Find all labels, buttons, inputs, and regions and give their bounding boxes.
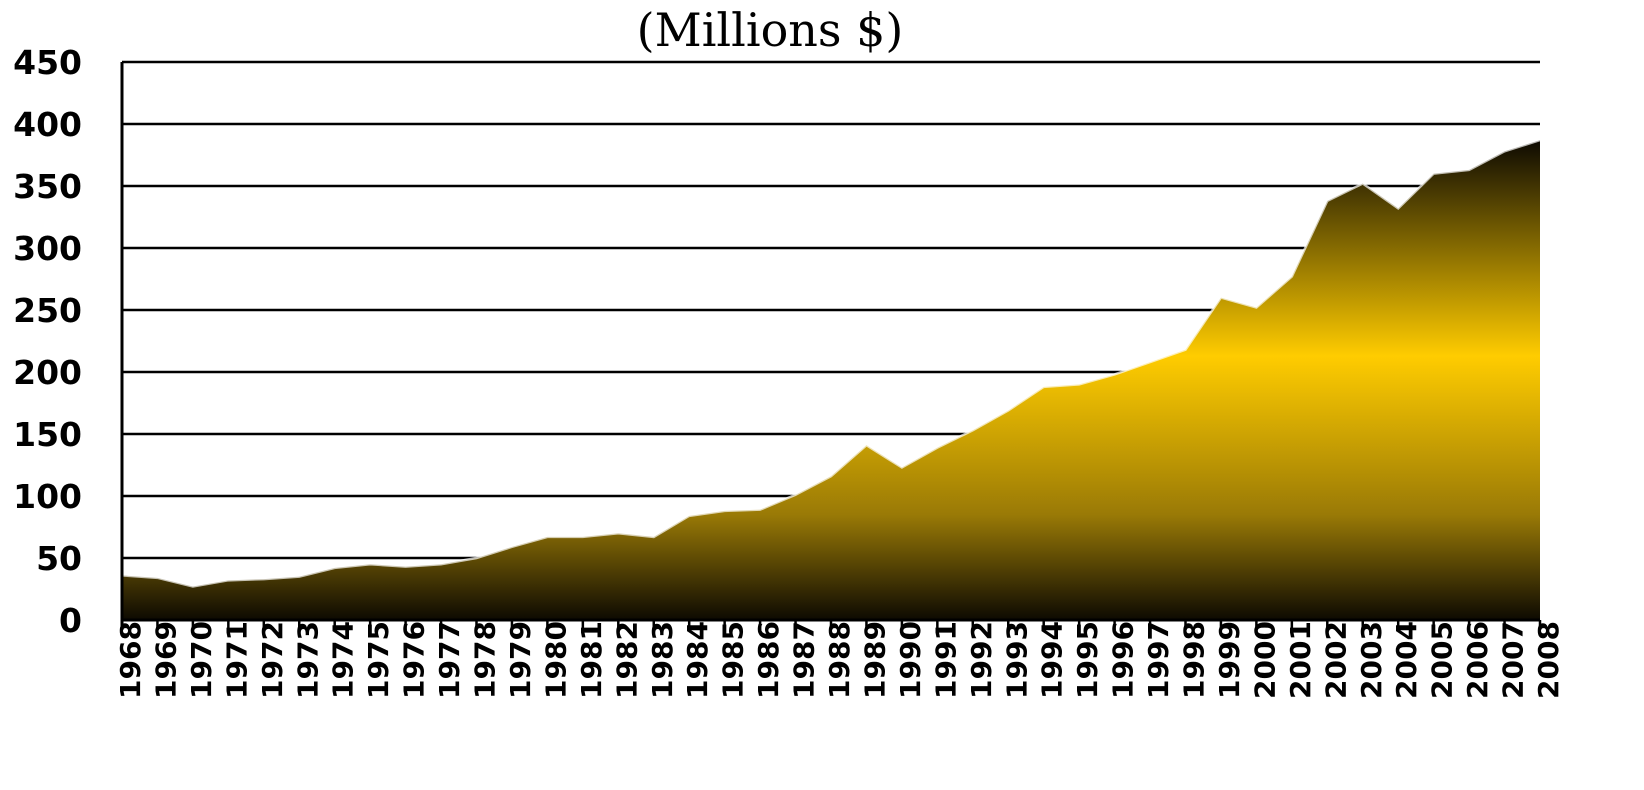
x-tick-label: 1974 (327, 621, 360, 699)
x-tick-label: 1972 (256, 621, 289, 699)
x-tick-label: 1989 (858, 621, 891, 699)
x-tick-label: 1985 (717, 621, 750, 699)
x-tick-label: 2004 (1390, 621, 1423, 699)
x-tick-label: 1990 (894, 621, 927, 699)
x-tick-label: 1993 (1000, 621, 1033, 699)
x-tick-label: 1992 (965, 621, 998, 699)
x-tick-label: 1970 (185, 621, 218, 699)
x-tick-label: 1977 (433, 621, 466, 699)
x-tick-label: 1976 (398, 621, 431, 699)
axes (120, 62, 1542, 630)
x-tick-label: 1999 (1213, 621, 1246, 699)
x-tick-label: 1981 (575, 621, 608, 699)
x-tick-label: 1998 (1178, 621, 1211, 699)
x-tick-label: 1991 (929, 621, 962, 699)
series-area (121, 138, 1541, 620)
x-tick-label: 1988 (823, 621, 856, 699)
y-tick-label: 50 (36, 539, 82, 578)
x-tick-label: 2000 (1248, 621, 1281, 699)
x-tick-labels: 1968 1969 1970 1971 1972 1973 1974 1975 1976 1977… (114, 621, 1565, 699)
area-outline (121, 138, 1541, 588)
x-tick-label: 1984 (681, 621, 714, 699)
x-tick-label: 1995 (1071, 621, 1104, 699)
x-tick-label: 2008 (1532, 621, 1565, 699)
x-tick-label: 2005 (1426, 621, 1459, 699)
y-tick-label: 250 (13, 291, 82, 330)
x-tick-label: 1973 (291, 621, 324, 699)
y-tick-label: 0 (59, 601, 82, 640)
x-tick-label: 2002 (1319, 621, 1352, 699)
area-fill (122, 140, 1540, 620)
x-tick-label: 1986 (752, 621, 785, 699)
x-tick-label: 1980 (539, 621, 572, 699)
y-tick-label: 300 (13, 229, 82, 268)
x-tick-label: 1996 (1107, 621, 1140, 699)
x-tick-label: 2001 (1284, 621, 1317, 699)
x-tick-label: 1982 (610, 621, 643, 699)
x-tick-label: 1975 (362, 621, 395, 699)
x-tick-label: 1983 (646, 621, 679, 699)
y-tick-labels: 0 50 100 150 200 250 300 350 400 450 (13, 43, 82, 640)
x-tick-label: 1978 (469, 621, 502, 699)
y-tick-label: 150 (13, 415, 82, 454)
x-tick-label: 1979 (504, 621, 537, 699)
x-tick-label: 1968 (114, 621, 147, 699)
x-tick-label: 2007 (1497, 621, 1530, 699)
y-tick-label: 200 (13, 353, 82, 392)
y-tick-label: 100 (13, 477, 82, 516)
y-tick-label: 450 (13, 43, 82, 82)
x-tick-label: 1994 (1036, 621, 1069, 699)
x-tick-label: 1997 (1142, 621, 1175, 699)
x-tick-label: 1987 (788, 621, 821, 699)
y-tick-label: 400 (13, 105, 82, 144)
y-tick-label: 350 (13, 167, 82, 206)
gridlines (122, 60, 1540, 560)
x-tick-label: 1971 (220, 621, 253, 699)
x-tick-label: 1969 (149, 621, 182, 699)
chart-title: (Millions $) (637, 3, 904, 57)
x-tick-label: 2006 (1461, 621, 1494, 699)
x-tick-label: 2003 (1355, 621, 1388, 699)
